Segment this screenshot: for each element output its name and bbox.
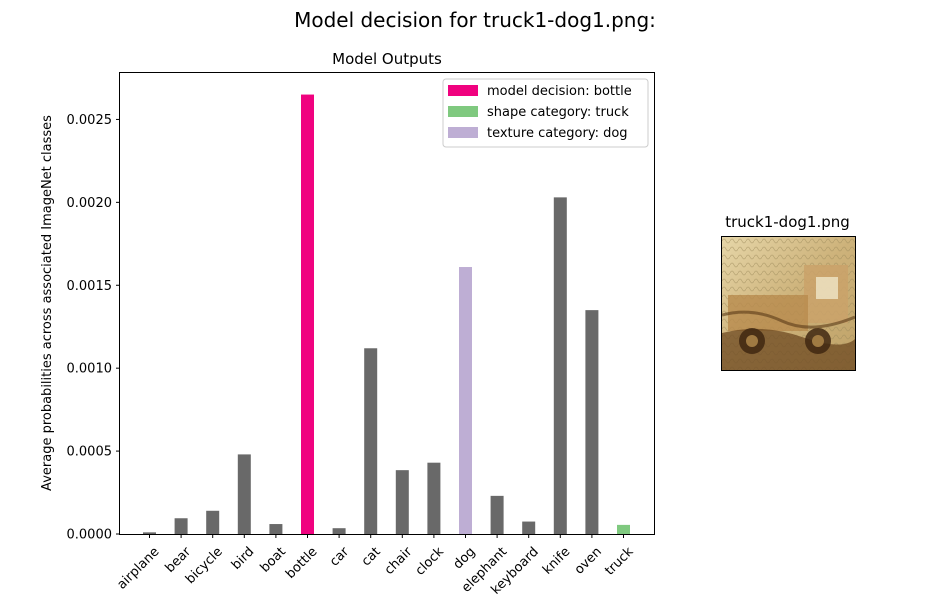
legend-label-shape: shape category: truck	[487, 105, 629, 120]
bar-oven	[585, 310, 599, 534]
legend-label-texture: texture category: dog	[487, 126, 628, 141]
stimulus-image	[721, 236, 856, 371]
image-title: truck1-dog1.png	[725, 213, 850, 231]
x-tick-label-truck: truck	[602, 544, 637, 579]
axes-title: Model Outputs	[332, 50, 442, 68]
bar-truck	[617, 524, 630, 534]
x-tick-label-car: car	[327, 544, 353, 570]
axes-frame	[119, 72, 655, 535]
bar-boat	[269, 524, 283, 534]
bar-airplane	[143, 532, 156, 534]
x-tick-label-bird: bird	[229, 544, 257, 572]
y-tick-label: 0.0010	[67, 362, 113, 377]
x-tick-label-knife: knife	[540, 544, 573, 577]
x-tick-label-bottle: bottle	[283, 544, 320, 581]
x-tick-label-clock: clock	[413, 544, 448, 579]
legend-swatch-decision	[448, 85, 478, 96]
legend-swatch-shape	[448, 106, 478, 117]
bar-cat	[364, 348, 378, 534]
bar-elephant	[490, 495, 504, 534]
x-tick-label-airplane: airplane	[114, 544, 162, 592]
x-tick-label-dog: dog	[451, 544, 479, 572]
bar-bird	[237, 454, 251, 534]
bar-knife	[553, 197, 567, 534]
bar-keyboard	[522, 521, 536, 534]
figure-title: Model decision for truck1-dog1.png:	[294, 8, 656, 32]
legend: model decision: bottle shape category: tr…	[442, 78, 649, 148]
legend-label-decision: model decision: bottle	[487, 84, 632, 99]
bar-clock	[427, 462, 441, 534]
y-tick-label: 0.0000	[67, 528, 113, 543]
bar-bear	[174, 518, 188, 534]
y-tick-label: 0.0005	[67, 445, 113, 460]
x-tick-label-chair: chair	[382, 544, 416, 578]
y-axis-label: Average probabilities across associated …	[40, 115, 55, 491]
bar-bicycle	[206, 510, 220, 534]
y-tick-label: 0.0015	[67, 279, 113, 294]
bar-car	[332, 528, 346, 534]
legend-box	[442, 78, 649, 148]
y-tick-label: 0.0025	[67, 113, 113, 128]
legend-swatch-texture	[448, 127, 478, 138]
y-tick-label: 0.0020	[67, 196, 113, 211]
x-tick-label-oven: oven	[572, 544, 605, 577]
bars-layer	[143, 94, 630, 534]
bar-dog	[459, 267, 472, 534]
bar-chair	[395, 470, 409, 534]
x-tick-label-cat: cat	[359, 544, 384, 569]
y-axis: 0.0000 0.0005 0.0010 0.0015 0.0020 0.0025	[67, 113, 120, 543]
bar-bottle	[301, 94, 314, 534]
